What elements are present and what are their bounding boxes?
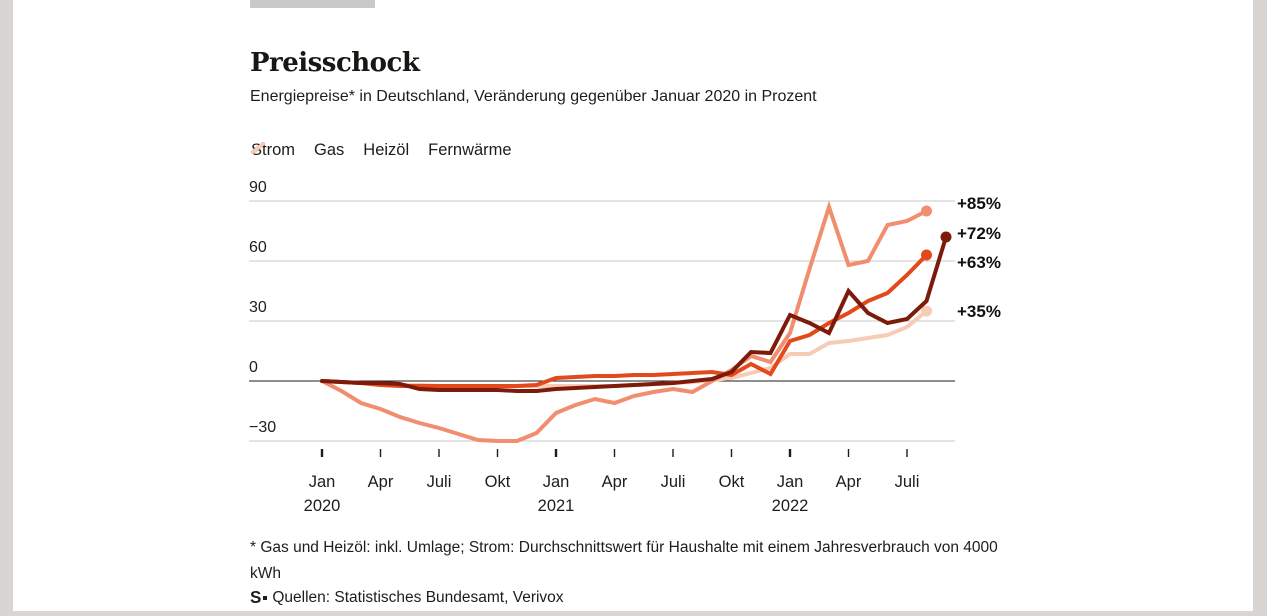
series-end-dot-heizöl [921,205,932,217]
y-axis-label: 0 [249,359,258,376]
x-axis-year-label: 2020 [303,497,341,515]
chart-subtitle: Energiepreise* in Deutschland, Veränderu… [250,88,817,105]
x-axis-label: Okt [463,470,533,494]
x-axis-year-label: 2022 [771,497,809,515]
x-axis-label: Juli [638,470,708,494]
y-axis-label: 60 [249,239,267,256]
end-label-fernwärme: +35% [957,302,1001,321]
chart-footnote: * Gas und Heizöl: inkl. Umlage; Strom: D… [250,539,998,582]
x-axis-label: Jan 2020 [287,470,357,518]
end-label-heizöl: +85% [957,194,1001,213]
x-axis-label: Apr [814,470,884,494]
logo-dot-icon [263,596,268,600]
x-axis-month-label: Jan [776,473,804,491]
spiegel-logo-icon: S [250,587,261,608]
series-end-dot-gas [921,249,932,261]
x-axis-year-label: 2021 [537,497,575,515]
x-axis-month-label: Okt [484,473,511,491]
x-axis-label: Okt [697,470,767,494]
series-end-dot-strom [940,231,952,243]
source-text: Quellen: Statistisches Bundesamt, Verivo… [272,589,564,606]
y-axis-label: −30 [249,419,277,436]
x-axis-month-label: Juli [660,473,686,491]
x-axis-month-label: Juli [426,473,452,491]
article-canvas [13,0,1253,611]
y-axis-label: 90 [249,179,267,196]
x-axis-month-label: Apr [367,473,394,491]
series-line-heizöl [320,200,929,443]
legend-label: Heizöl [363,141,410,159]
x-axis-label: Apr [346,470,416,494]
x-axis-month-label: Jan [542,473,570,491]
top-gray-bar [250,0,375,8]
x-axis-month-label: Apr [601,473,628,491]
x-axis-label: Jan 2022 [755,470,825,518]
x-axis-label: Juli [872,470,942,494]
series-line-strom [320,235,948,393]
legend-label: Gas [314,141,345,159]
x-axis-month-label: Apr [835,473,862,491]
source-line: S Quellen: Statistisches Bundesamt, Veri… [250,588,564,608]
x-axis-month-label: Jan [308,473,336,491]
chart-title: Preisschock [250,48,420,78]
legend-item-fernwärme: Fernwärme [251,141,512,160]
x-axis-label: Juli [404,470,474,494]
x-axis-month-label: Juli [894,473,920,491]
series-line-gas [320,253,929,388]
legend-stroke-icon [251,142,265,154]
end-label-gas: +63% [957,253,1001,272]
series-end-dot-fernwärme [921,305,932,317]
end-label-strom: +72% [957,224,1001,243]
x-axis-month-label: Okt [718,473,745,491]
chart-legend: Strom Gas Heizöl Fernwärme [251,141,512,160]
x-axis-label: Apr [580,470,650,494]
x-axis-label: Jan 2021 [521,470,591,518]
y-axis-label: 30 [249,299,267,316]
legend-label: Fernwärme [428,141,512,159]
